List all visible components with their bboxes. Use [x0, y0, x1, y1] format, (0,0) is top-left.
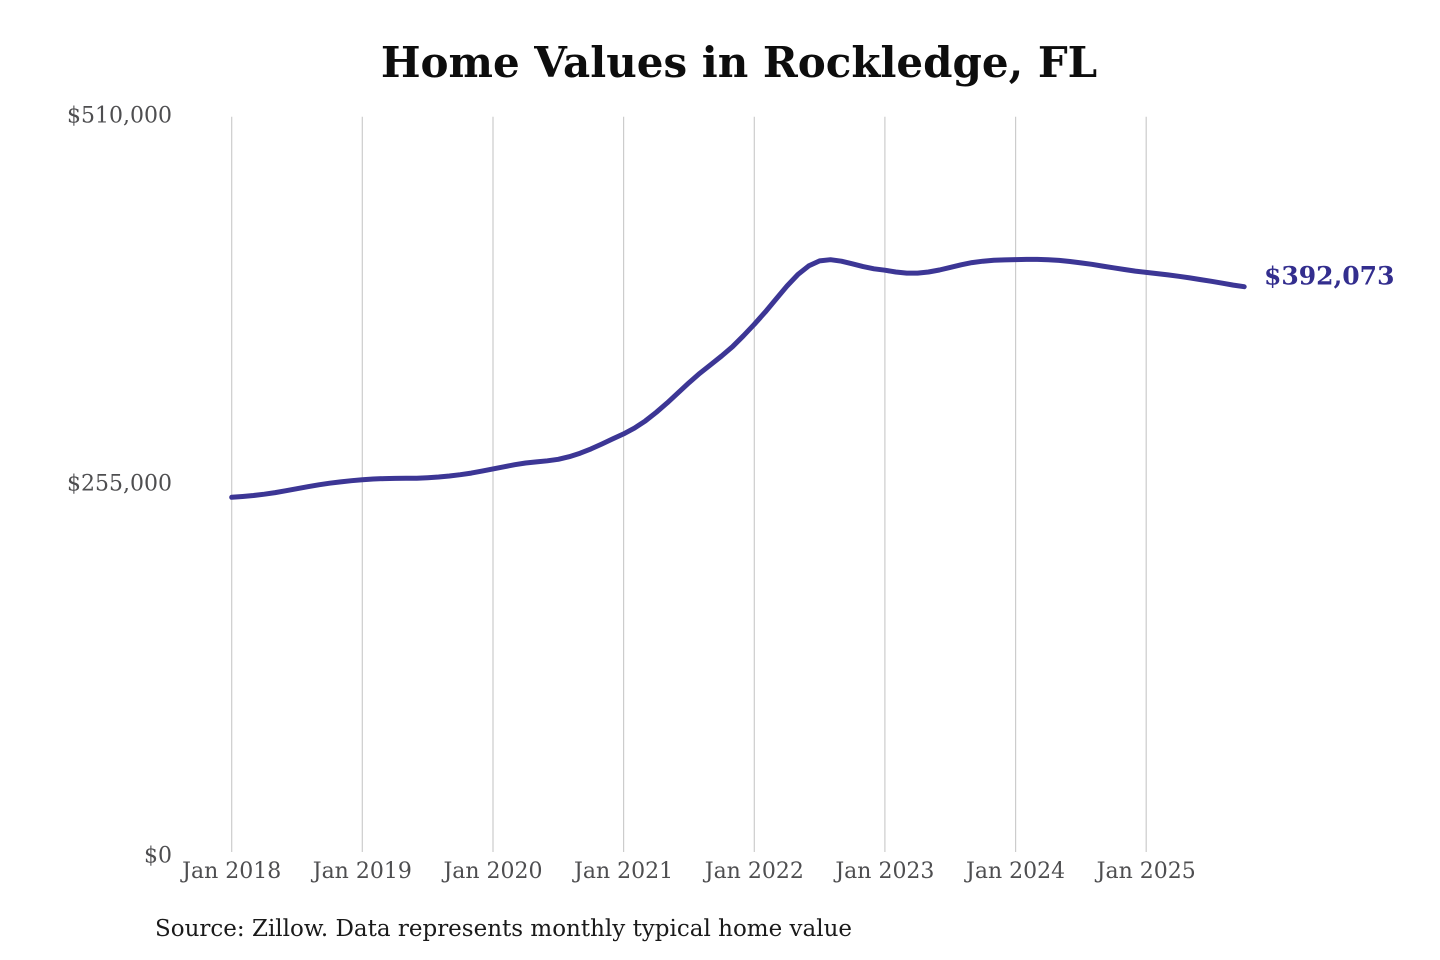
x-tick-label-jan-2023: Jan 2023	[835, 859, 935, 884]
latest-value-label: $392,073	[1264, 261, 1395, 291]
x-tick-label-jan-2018: Jan 2018	[182, 859, 282, 884]
x-tick-label-jan-2025: Jan 2025	[1096, 859, 1196, 884]
chart-title: Home Values in Rockledge, FL	[380, 38, 1098, 87]
vertical-gridlines	[231, 116, 1147, 852]
y-tick-label-0: $0	[144, 843, 172, 869]
x-tick-label-jan-2022: Jan 2022	[704, 859, 804, 884]
source-note: Source: Zillow. Data represents monthly …	[155, 916, 853, 942]
home-value-line-series	[229, 256, 1247, 500]
y-tick-label-510000: $510,000	[67, 103, 172, 129]
y-tick-label-255000: $255,000	[67, 471, 172, 497]
x-tick-label-jan-2019: Jan 2019	[312, 859, 412, 884]
x-tick-label-jan-2020: Jan 2020	[443, 859, 543, 884]
x-tick-label-jan-2021: Jan 2021	[574, 859, 674, 884]
x-tick-label-jan-2024: Jan 2024	[966, 859, 1066, 884]
